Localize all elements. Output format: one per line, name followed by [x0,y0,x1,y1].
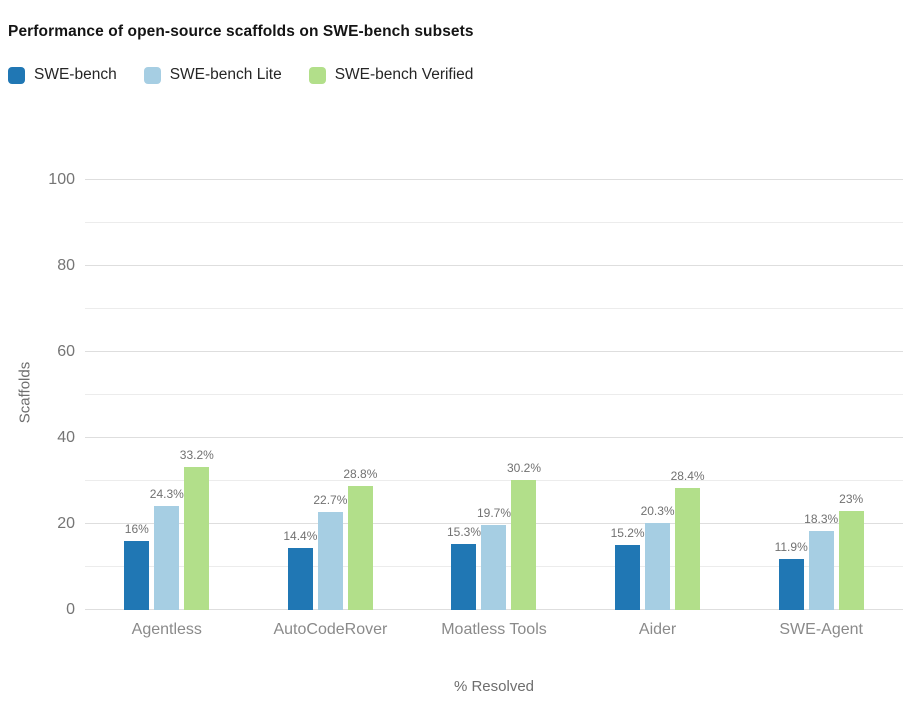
x-axis-category-labels: Agentless AutoCodeRover Moatless Tools Aide… [85,621,903,639]
bar-swe-bench-verified-moatless-tools: 30.2% [507,461,541,610]
bar-swe-bench-lite-swe-agent: 18.3% [804,512,838,610]
y-tick-label-40: 40 [57,429,75,446]
gridline-100 [85,179,903,180]
legend-swatch-icon [308,66,326,84]
bar-value-label: 20.3% [640,503,675,518]
bar-group-autocoderover: 14.4% 22.7% 28.8% [249,180,413,610]
gridline-60 [85,351,903,352]
bar-value-label: 14.4% [283,529,318,544]
bar-value-label: 28.4% [670,468,705,483]
y-axis-tick-labels: 0 20 40 60 80 100 [0,171,75,618]
bar-swe-bench-lite-aider: 20.3% [641,504,675,610]
bar-swe-bench-lite-moatless-tools: 19.7% [477,506,511,610]
y-tick-label-80: 80 [57,257,75,274]
legend-label: SWE-bench Verified [334,66,474,83]
legend-label: SWE-bench [34,66,117,83]
bar-value-label: 18.3% [804,512,839,527]
legend-item-swe-bench-lite[interactable]: SWE-bench Lite [143,66,282,84]
bar-value-label: 23% [839,492,864,507]
gridline-70 [85,308,903,309]
y-tick-label-20: 20 [57,515,75,532]
bar-group-agentless: 16% 24.3% 33.2% [85,180,249,610]
legend-item-swe-bench-verified[interactable]: SWE-bench Verified [308,66,474,84]
bar-value-label: 22.7% [313,493,348,508]
bar-value-label: 15.2% [610,525,645,540]
y-tick-label-100: 100 [48,171,75,188]
gridline-20 [85,523,903,524]
bar-swe-bench-moatless-tools: 15.3% [447,525,481,610]
legend: SWE-bench SWE-bench Lite SWE-bench Verifie… [8,66,473,84]
bar-swe-bench-verified-agentless: 33.2% [180,448,214,610]
legend-swatch-icon [8,66,25,84]
legend-label: SWE-bench Lite [169,66,282,83]
x-category-label-aider: Aider [638,621,677,638]
bar-groups: 16% 24.3% 33.2% 14.4% 22.7% 28.8% 15.3% 19.7% 30… [85,180,903,610]
gridline-40 [85,437,903,438]
legend-swatch-icon [143,66,161,84]
bar-group-swe-agent: 11.9% 18.3% 23% [739,180,903,610]
bar-swe-bench-verified-swe-agent: 23% [838,492,864,610]
bar-value-label: 16% [124,522,149,537]
bar-group-aider: 15.2% 20.3% 28.4% [576,180,740,610]
bar-group-moatless-tools: 15.3% 19.7% 30.2% [412,180,576,610]
bar-value-label: 24.3% [149,486,184,501]
bar-value-label: 28.8% [343,467,378,482]
bar-swe-bench-verified-aider: 28.4% [671,469,705,610]
bar-swe-bench-lite-agentless: 24.3% [150,487,184,610]
bar-swe-bench-autocoderover: 14.4% [283,529,317,610]
y-tick-label-0: 0 [66,601,75,618]
bar-value-label: 33.2% [179,448,214,463]
bar-value-label: 19.7% [476,506,511,521]
bar-swe-bench-lite-autocoderover: 22.7% [313,493,347,610]
gridline-90 [85,222,903,223]
x-category-label-agentless: Agentless [131,621,202,638]
bar-swe-bench-swe-agent: 11.9% [775,540,808,610]
bar-swe-bench-aider: 15.2% [611,526,645,610]
bar-value-label: 15.3% [446,525,481,540]
legend-item-swe-bench[interactable]: SWE-bench [8,66,117,84]
x-category-label-moatless-tools: Moatless Tools [441,621,547,638]
x-category-label-swe-agent: SWE-Agent [779,621,863,638]
chart-title: Performance of open-source scaffolds on … [8,23,474,40]
gridline-50 [85,394,903,395]
gridline-30 [85,480,903,481]
x-category-label-autocoderover: AutoCodeRover [273,621,388,638]
x-axis-title: % Resolved [453,678,535,695]
gridline-80 [85,265,903,266]
bar-swe-bench-agentless: 16% [124,522,150,610]
bar-swe-bench-verified-autocoderover: 28.8% [343,467,377,610]
y-tick-label-60: 60 [57,343,75,360]
bar-value-label: 11.9% [774,539,808,554]
plot-area: 16% 24.3% 33.2% 14.4% 22.7% 28.8% 15.3% 19.7% 30… [85,179,903,610]
bar-value-label: 30.2% [506,461,541,476]
